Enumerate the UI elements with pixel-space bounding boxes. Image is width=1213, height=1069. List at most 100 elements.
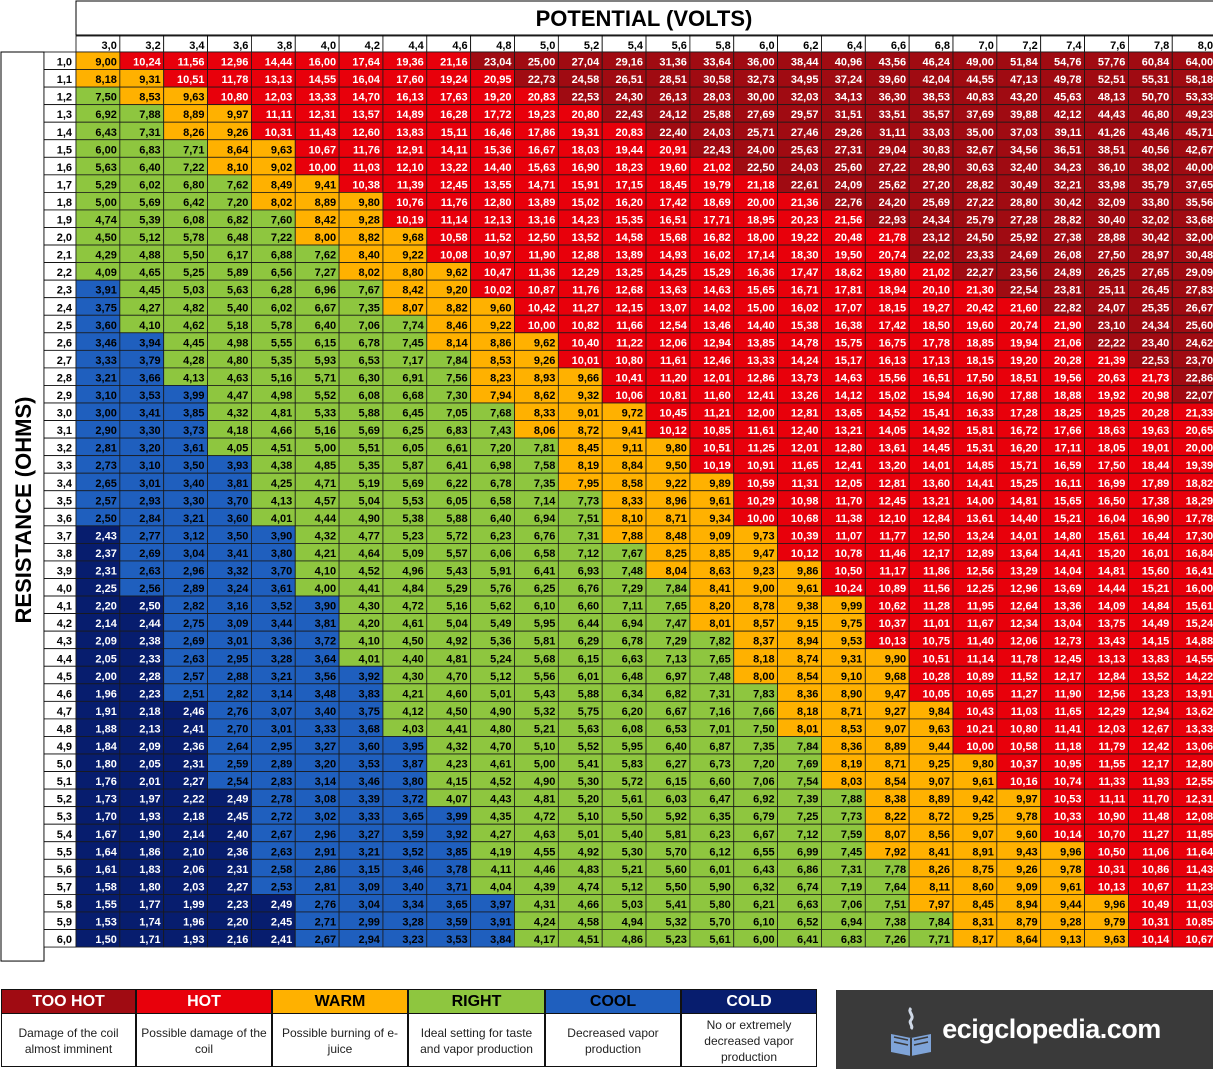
- cell-value-label: 3,21: [359, 846, 380, 858]
- cell-value-label: 2,82: [183, 601, 204, 613]
- y-tick-label: 4,3: [57, 636, 72, 648]
- cell-value-label: 7,82: [709, 636, 730, 648]
- cell-value-label: 1,55: [95, 899, 116, 911]
- cell-value-label: 5,87: [402, 460, 423, 472]
- cell-value-label: 9,61: [709, 495, 730, 507]
- cell-value-label: 5,10: [534, 741, 555, 753]
- y-tick-label: 1,7: [57, 179, 72, 191]
- cell-value-label: 12,01: [703, 372, 731, 384]
- cell-value-label: 10,19: [396, 215, 424, 227]
- cell-value-label: 8,22: [885, 811, 906, 823]
- cell-value-label: 7,68: [490, 408, 511, 420]
- cell-value-label: 1,86: [139, 846, 160, 858]
- cell-value-label: 13,65: [835, 408, 863, 420]
- cell-value-label: 5,43: [534, 688, 555, 700]
- cell-value-label: 3,59: [446, 917, 467, 929]
- cell-value-label: 2,14: [95, 618, 117, 630]
- cell-value-label: 5,80: [709, 899, 730, 911]
- cell-value-label: 16,04: [352, 74, 380, 86]
- cell-value-label: 14,88: [1186, 636, 1213, 648]
- cell-value-label: 5,51: [359, 443, 380, 455]
- cell-value-label: 5,21: [622, 864, 643, 876]
- cell-value-label: 11,93: [1142, 776, 1169, 788]
- cell-value-label: 19,92: [1098, 390, 1126, 402]
- cell-value-label: 2,09: [139, 741, 160, 753]
- cell-value-label: 5,50: [665, 881, 686, 893]
- cell-value-label: 13,04: [1054, 618, 1082, 630]
- cell-value-label: 40,83: [966, 92, 994, 104]
- cell-value-label: 3,52: [271, 601, 292, 613]
- cell-value-label: 10,97: [484, 250, 512, 262]
- cell-value-label: 14,40: [484, 162, 512, 174]
- cell-value-label: 20,28: [1054, 355, 1082, 367]
- cell-value-label: 19,60: [966, 320, 994, 332]
- cell-value-label: 2,38: [139, 636, 160, 648]
- cell-value-label: 4,23: [446, 759, 467, 771]
- cell-value-label: 12,84: [922, 513, 950, 525]
- y-tick-label: 1,4: [57, 127, 73, 139]
- cell-value-label: 10,49: [1142, 899, 1170, 911]
- cell-value-label: 14,01: [1010, 530, 1038, 542]
- cell-value-label: 7,51: [885, 899, 906, 911]
- cell-value-label: 1,80: [95, 759, 116, 771]
- cell-value-label: 2,50: [95, 513, 116, 525]
- cell-value-label: 5,61: [709, 934, 730, 946]
- cell-value-label: 4,31: [534, 899, 555, 911]
- cell-value-label: 4,90: [490, 706, 511, 718]
- cell-value-label: 13,61: [966, 513, 994, 525]
- cell-value-label: 7,73: [841, 811, 862, 823]
- cell-value-label: 15,02: [879, 390, 907, 402]
- x-tick-label: 7,0: [979, 40, 994, 52]
- cell-value-label: 10,16: [1010, 776, 1038, 788]
- y-tick-label: 3,8: [57, 548, 72, 560]
- cell-value-label: 12,60: [352, 127, 380, 139]
- cell-value-label: 2,90: [95, 425, 116, 437]
- y-tick-label: 3,7: [57, 530, 72, 542]
- cell-value-label: 19,27: [922, 302, 950, 314]
- cell-value-label: 4,10: [315, 566, 336, 578]
- cell-value-label: 14,70: [352, 92, 380, 104]
- cell-value-label: 6,32: [753, 881, 774, 893]
- power-heatmap-chart: POTENTIAL (VOLTS) RESISTANCE (OHMS) 3,0 3…: [0, 0, 1213, 962]
- cell-value-label: 5,83: [622, 759, 643, 771]
- cell-value-label: 8,53: [139, 92, 160, 104]
- cell-value-label: 2,05: [139, 759, 160, 771]
- cell-value-label: 14,63: [703, 285, 731, 297]
- y-axis-title: RESISTANCE (OHMS): [11, 397, 36, 624]
- cell-value-label: 11,22: [616, 337, 643, 349]
- cell-value-label: 11,56: [178, 57, 205, 69]
- cell-value-label: 14,15: [1142, 636, 1170, 648]
- cell-value-label: 12,81: [791, 408, 819, 420]
- cell-value-label: 11,90: [528, 250, 555, 262]
- cell-value-label: 2,63: [271, 846, 292, 858]
- cell-value-label: 6,00: [753, 934, 774, 946]
- cell-value-label: 13,13: [1098, 653, 1126, 665]
- cell-value-label: 1,64: [95, 846, 117, 858]
- cell-value-label: 10,40: [572, 337, 600, 349]
- cell-value-label: 13,26: [791, 390, 819, 402]
- cell-value-label: 8,96: [665, 495, 686, 507]
- cell-value-label: 16,02: [703, 250, 731, 262]
- cell-value-label: 7,67: [359, 285, 380, 297]
- cell-value-label: 16,75: [879, 337, 907, 349]
- y-tick-label: 1,5: [57, 144, 72, 156]
- cell-value-label: 10,62: [879, 601, 907, 613]
- cell-value-label: 6,42: [183, 197, 204, 209]
- cell-value-label: 18,50: [922, 320, 950, 332]
- cell-value-label: 43,56: [879, 57, 907, 69]
- y-tick-label: 2,1: [57, 250, 72, 262]
- cell-value-label: 4,15: [446, 776, 467, 788]
- cell-value-label: 8,18: [753, 653, 774, 665]
- cell-value-label: 5,91: [490, 566, 511, 578]
- cell-value-label: 3,94: [139, 337, 161, 349]
- cell-value-label: 4,61: [402, 618, 423, 630]
- cell-value-label: 9,22: [402, 250, 423, 262]
- cell-value-label: 64,00: [1186, 57, 1213, 69]
- cell-value-label: 2,93: [139, 495, 160, 507]
- cell-value-label: 9,25: [972, 811, 993, 823]
- cell-value-label: 21,36: [791, 197, 819, 209]
- cell-value-label: 15,24: [1186, 618, 1213, 630]
- y-tick-label: 2,9: [57, 390, 72, 402]
- cell-value-label: 3,12: [183, 530, 204, 542]
- cell-value-label: 13,89: [616, 250, 644, 262]
